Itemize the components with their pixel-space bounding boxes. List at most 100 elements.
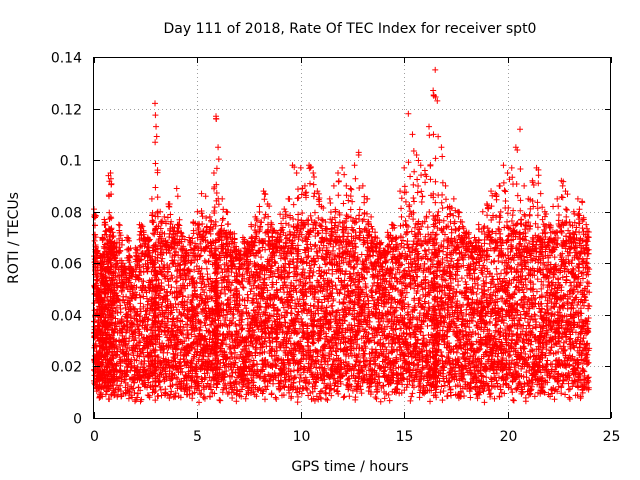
data-point (140, 229, 147, 236)
data-point (113, 282, 120, 289)
data-point (256, 203, 263, 210)
data-point (138, 250, 145, 257)
data-point (91, 344, 98, 351)
data-point (295, 194, 302, 201)
data-point (217, 397, 224, 404)
data-point (125, 395, 132, 402)
data-point (107, 257, 114, 264)
data-point (117, 309, 124, 316)
data-point (274, 268, 281, 275)
data-point (241, 302, 248, 309)
data-point (164, 349, 171, 356)
data-point (134, 322, 141, 329)
data-point (134, 342, 141, 349)
data-point (303, 385, 310, 392)
data-point (110, 294, 117, 301)
data-point (233, 398, 240, 405)
data-point (122, 373, 129, 380)
data-point (125, 338, 132, 345)
data-point (127, 279, 134, 286)
data-point (174, 193, 181, 200)
data-point (93, 244, 100, 251)
data-point (120, 280, 127, 287)
data-point (152, 184, 159, 191)
data-point (132, 367, 139, 374)
data-point (128, 344, 135, 351)
data-point (116, 229, 123, 236)
data-point (118, 318, 125, 325)
data-point (106, 209, 113, 216)
data-point (116, 367, 123, 374)
data-point (113, 352, 120, 359)
data-point (256, 209, 263, 216)
scatter-points (91, 66, 593, 406)
data-point (120, 349, 127, 356)
data-point (124, 246, 131, 253)
data-point (137, 305, 144, 312)
data-point (93, 280, 100, 287)
data-point (115, 386, 122, 393)
data-point (133, 342, 140, 349)
data-point (110, 233, 117, 240)
data-point (91, 213, 98, 220)
data-point (113, 345, 120, 352)
data-point (213, 190, 220, 197)
data-point (94, 332, 101, 339)
data-point (116, 222, 123, 229)
data-point (99, 296, 106, 303)
data-point (153, 123, 160, 130)
data-point (137, 387, 144, 394)
data-point (128, 364, 135, 371)
data-point (172, 278, 179, 285)
data-point (133, 284, 140, 291)
data-point (210, 170, 217, 177)
data-point (143, 307, 150, 314)
data-point (225, 221, 232, 228)
data-point (139, 250, 146, 257)
data-point (311, 209, 318, 216)
data-point (128, 272, 135, 279)
data-point (129, 376, 136, 383)
data-point (114, 284, 121, 291)
data-point (117, 356, 124, 363)
data-point (190, 230, 197, 237)
data-point (137, 256, 144, 263)
data-point (117, 382, 124, 389)
data-point (197, 391, 204, 398)
data-point (323, 390, 330, 397)
data-point (108, 225, 115, 232)
data-point (285, 195, 292, 202)
data-point (111, 251, 118, 258)
data-point (111, 391, 118, 398)
data-point (153, 133, 160, 140)
data-point (154, 194, 161, 201)
data-point (107, 170, 114, 177)
data-point (137, 294, 144, 301)
data-point (196, 399, 203, 406)
data-point (97, 348, 104, 355)
data-point (229, 394, 236, 401)
data-point (131, 336, 138, 343)
data-point (112, 343, 119, 350)
data-point (106, 310, 113, 317)
data-point (108, 191, 115, 198)
data-point (259, 289, 266, 296)
data-point (105, 395, 112, 402)
data-point (124, 234, 131, 241)
data-point (322, 396, 329, 403)
data-point (131, 389, 138, 396)
data-point (140, 269, 147, 276)
data-point (113, 323, 120, 330)
data-point (132, 249, 139, 256)
data-point (220, 215, 227, 222)
data-point (152, 112, 159, 119)
data-point (173, 185, 180, 192)
data-point (261, 396, 268, 403)
data-point (101, 221, 108, 228)
data-point (129, 320, 136, 327)
data-point (310, 269, 317, 276)
data-point (140, 293, 147, 300)
data-point (310, 181, 317, 188)
data-point (299, 209, 306, 216)
